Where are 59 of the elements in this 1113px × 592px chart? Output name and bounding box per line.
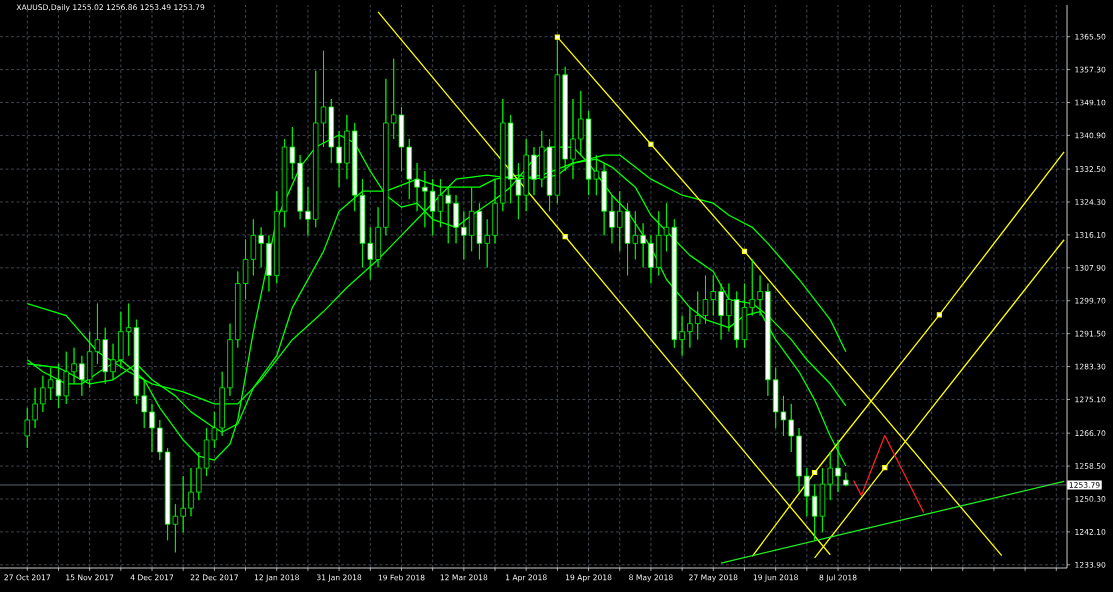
line-series: [852, 434, 925, 514]
candlestick: [367, 226, 374, 280]
candlestick: [149, 403, 155, 453]
point: [741, 248, 748, 254]
candlestick: [227, 323, 233, 397]
candlestick: [827, 451, 833, 501]
candlestick: [274, 190, 280, 284]
candlestick: [157, 419, 163, 461]
candlestick: [266, 234, 272, 292]
candlestick: [453, 194, 459, 244]
candlestick: [765, 283, 771, 397]
point: [562, 233, 568, 240]
point: [882, 465, 888, 471]
point: [648, 141, 654, 147]
candlestick: [305, 186, 311, 236]
candlestick: [702, 275, 709, 325]
candlestick: [32, 387, 38, 429]
candlestick: [359, 178, 366, 268]
candlestick: [422, 170, 428, 228]
candlestick: [484, 218, 490, 268]
candlestick: [710, 275, 717, 316]
candlestick: [461, 210, 467, 260]
point: [554, 34, 560, 40]
candlestick: [726, 283, 732, 333]
candlestick: [492, 178, 498, 244]
candlestick: [24, 407, 31, 449]
candlestick: [297, 154, 303, 220]
candlestick: [414, 162, 420, 212]
point: [812, 469, 818, 476]
candlestick: [258, 226, 264, 268]
candlestick: [375, 206, 381, 268]
candlestick: [118, 311, 124, 369]
candlestick: [679, 315, 685, 357]
candlestick: [71, 347, 77, 385]
candlestick: [804, 467, 810, 517]
candlestick: [687, 307, 693, 349]
candlestick: [648, 234, 654, 284]
candlestick: [188, 467, 194, 517]
candlestick: [63, 351, 69, 405]
candlestick: [79, 355, 85, 397]
candlestick: [445, 186, 451, 244]
candlestick: [655, 210, 662, 276]
candlestick: [102, 327, 108, 385]
candlestick: [601, 162, 607, 236]
candlestick: [110, 343, 116, 381]
candlestick: [749, 259, 756, 316]
candlestick: [640, 222, 646, 268]
candlestick: [796, 427, 802, 493]
candlestick: [757, 275, 763, 316]
candlestick: [617, 190, 623, 252]
candlestick: [40, 375, 46, 413]
candlestick: [694, 291, 701, 341]
candlestick: [235, 271, 241, 349]
candlestick: [788, 403, 794, 453]
candlestick: [718, 283, 724, 341]
candlestick: [843, 472, 849, 487]
point: [936, 312, 942, 318]
candlestick: [609, 194, 615, 244]
candlestick: [180, 475, 186, 533]
